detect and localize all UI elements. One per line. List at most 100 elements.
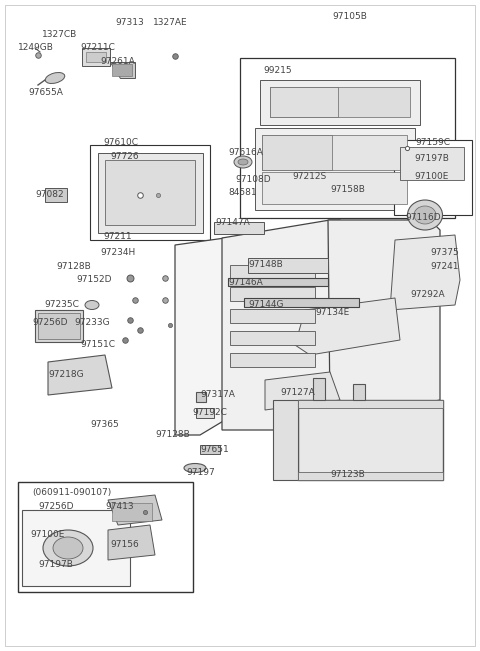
Text: 84581: 84581: [228, 188, 257, 197]
Text: 97116D: 97116D: [405, 213, 441, 222]
Bar: [98, 153, 203, 233]
Bar: [45, 188, 67, 202]
Bar: [200, 445, 220, 454]
Text: 97152D: 97152D: [76, 275, 111, 284]
Bar: [230, 265, 315, 279]
Bar: [270, 87, 410, 117]
Bar: [105, 160, 195, 225]
Bar: [82, 48, 110, 66]
Text: 97292A: 97292A: [410, 290, 444, 299]
Bar: [313, 378, 325, 400]
Text: 97261A: 97261A: [100, 57, 135, 66]
Polygon shape: [390, 235, 460, 310]
Bar: [394, 140, 472, 215]
Text: 97159C: 97159C: [415, 138, 450, 147]
Bar: [244, 298, 359, 307]
Text: 97256D: 97256D: [38, 502, 73, 511]
Bar: [90, 145, 210, 240]
Polygon shape: [260, 80, 420, 125]
Text: 97123B: 97123B: [330, 470, 365, 479]
Bar: [353, 384, 365, 400]
Bar: [270, 87, 338, 117]
Text: 97134E: 97134E: [315, 308, 349, 317]
Ellipse shape: [45, 72, 65, 83]
Text: 97148B: 97148B: [248, 260, 283, 269]
Bar: [86, 52, 106, 62]
Text: 97235C: 97235C: [44, 300, 79, 309]
Bar: [230, 331, 315, 345]
Text: 97128B: 97128B: [155, 430, 190, 439]
Polygon shape: [222, 220, 350, 430]
Text: 97197: 97197: [186, 468, 215, 477]
Bar: [196, 392, 206, 402]
Text: 97616A: 97616A: [228, 148, 263, 157]
Text: 97211C: 97211C: [80, 43, 115, 52]
Polygon shape: [110, 62, 135, 78]
Text: 97100E: 97100E: [30, 530, 64, 539]
Text: 97313: 97313: [115, 18, 144, 27]
Bar: [262, 135, 332, 170]
Text: 97233G: 97233G: [74, 318, 109, 327]
Bar: [230, 287, 315, 301]
Bar: [196, 408, 214, 418]
Bar: [22, 510, 130, 586]
Bar: [112, 503, 152, 521]
Text: 97128B: 97128B: [56, 262, 91, 271]
Polygon shape: [255, 128, 415, 210]
Text: 97158B: 97158B: [330, 185, 365, 194]
Text: 1327CB: 1327CB: [42, 30, 77, 39]
Ellipse shape: [53, 537, 83, 559]
Bar: [35, 310, 83, 342]
Ellipse shape: [184, 464, 206, 473]
Text: 97144G: 97144G: [248, 300, 284, 309]
Polygon shape: [108, 495, 162, 525]
Polygon shape: [400, 147, 464, 180]
Text: 97317A: 97317A: [200, 390, 235, 399]
Text: 97108D: 97108D: [235, 175, 271, 184]
Bar: [38, 313, 80, 339]
Bar: [228, 278, 328, 286]
Text: 97218G: 97218G: [48, 370, 84, 379]
Bar: [262, 172, 407, 204]
Bar: [112, 64, 132, 76]
Polygon shape: [328, 220, 440, 420]
Text: 97146A: 97146A: [228, 278, 263, 287]
Polygon shape: [48, 355, 112, 395]
Text: 97610C: 97610C: [103, 138, 138, 147]
Text: 97197B: 97197B: [38, 560, 73, 569]
Text: 99215: 99215: [263, 66, 292, 75]
Text: 97151C: 97151C: [80, 340, 115, 349]
Text: 97197B: 97197B: [414, 154, 449, 163]
Text: 97241: 97241: [430, 262, 458, 271]
Bar: [214, 222, 264, 234]
Text: 97082: 97082: [35, 190, 64, 199]
Text: 97192C: 97192C: [192, 408, 227, 417]
Text: 97211: 97211: [103, 232, 132, 241]
Text: 97105B: 97105B: [332, 12, 367, 21]
Text: 97100E: 97100E: [414, 172, 448, 181]
Polygon shape: [273, 400, 298, 480]
Polygon shape: [175, 238, 225, 435]
Ellipse shape: [414, 206, 436, 224]
Bar: [18, 482, 193, 592]
Text: 97156: 97156: [110, 540, 139, 549]
Text: 97413: 97413: [105, 502, 133, 511]
Bar: [298, 400, 443, 480]
Polygon shape: [265, 372, 340, 410]
Ellipse shape: [234, 156, 252, 168]
Text: 97365: 97365: [90, 420, 119, 429]
Bar: [298, 400, 443, 408]
Text: 97655A: 97655A: [28, 88, 63, 97]
Bar: [298, 472, 443, 480]
Bar: [262, 135, 407, 170]
Ellipse shape: [238, 159, 248, 165]
Bar: [240, 58, 455, 218]
Text: 97256D: 97256D: [32, 318, 68, 327]
Text: 97212S: 97212S: [292, 172, 326, 181]
Ellipse shape: [408, 200, 443, 230]
Text: 97147A: 97147A: [215, 218, 250, 227]
Ellipse shape: [85, 301, 99, 309]
Bar: [230, 353, 315, 367]
Text: 97651: 97651: [200, 445, 229, 454]
Polygon shape: [295, 298, 400, 355]
